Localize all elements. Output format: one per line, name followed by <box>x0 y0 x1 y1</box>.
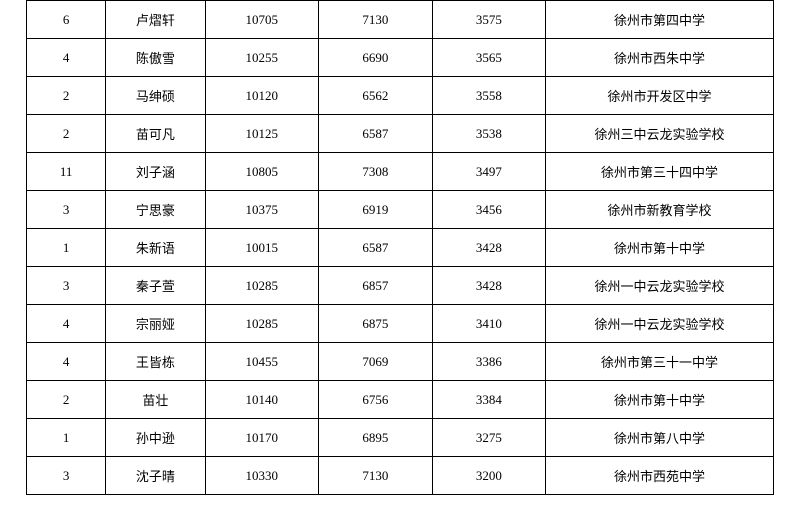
table-cell: 秦子萱 <box>106 267 205 305</box>
table-cell: 10120 <box>205 77 319 115</box>
table-row: 4陈傲雪1025566903565徐州市西朱中学 <box>27 39 774 77</box>
table-cell: 3538 <box>432 115 546 153</box>
table-cell: 徐州一中云龙实验学校 <box>546 305 774 343</box>
table-cell: 7130 <box>319 457 433 495</box>
table-cell: 徐州市开发区中学 <box>546 77 774 115</box>
table-cell: 宁思豪 <box>106 191 205 229</box>
table-cell: 6587 <box>319 115 433 153</box>
table-cell: 马绅硕 <box>106 77 205 115</box>
table-cell: 6756 <box>319 381 433 419</box>
table-cell: 刘子涵 <box>106 153 205 191</box>
table-row: 6卢熠轩1070571303575徐州市第四中学 <box>27 1 774 39</box>
table-cell: 徐州市第十中学 <box>546 381 774 419</box>
table-cell: 10705 <box>205 1 319 39</box>
table-cell: 徐州一中云龙实验学校 <box>546 267 774 305</box>
table-cell: 3558 <box>432 77 546 115</box>
table-row: 3沈子晴1033071303200徐州市西苑中学 <box>27 457 774 495</box>
table-cell: 徐州市新教育学校 <box>546 191 774 229</box>
table-row: 1朱新语1001565873428徐州市第十中学 <box>27 229 774 267</box>
table-cell: 1 <box>27 419 106 457</box>
table-cell: 10285 <box>205 305 319 343</box>
table-cell: 6919 <box>319 191 433 229</box>
table-cell: 10330 <box>205 457 319 495</box>
table-cell: 卢熠轩 <box>106 1 205 39</box>
table-cell: 10170 <box>205 419 319 457</box>
table-cell: 10015 <box>205 229 319 267</box>
table-cell: 3497 <box>432 153 546 191</box>
table-cell: 徐州市第三十四中学 <box>546 153 774 191</box>
table-row: 2苗壮1014067563384徐州市第十中学 <box>27 381 774 419</box>
table-cell: 6895 <box>319 419 433 457</box>
table-cell: 2 <box>27 381 106 419</box>
table-row: 4宗丽娅1028568753410徐州一中云龙实验学校 <box>27 305 774 343</box>
table-cell: 6 <box>27 1 106 39</box>
table-cell: 6857 <box>319 267 433 305</box>
table-cell: 徐州三中云龙实验学校 <box>546 115 774 153</box>
data-table: 6卢熠轩1070571303575徐州市第四中学4陈傲雪102556690356… <box>26 0 774 495</box>
table-cell: 宗丽娅 <box>106 305 205 343</box>
table-cell: 10255 <box>205 39 319 77</box>
table-cell: 6690 <box>319 39 433 77</box>
table-row: 2苗可凡1012565873538徐州三中云龙实验学校 <box>27 115 774 153</box>
table-cell: 6875 <box>319 305 433 343</box>
table-cell: 2 <box>27 115 106 153</box>
table-cell: 3384 <box>432 381 546 419</box>
table-cell: 10375 <box>205 191 319 229</box>
table-cell: 1 <box>27 229 106 267</box>
page-container: 6卢熠轩1070571303575徐州市第四中学4陈傲雪102556690356… <box>0 0 800 495</box>
table-cell: 3428 <box>432 267 546 305</box>
table-cell: 2 <box>27 77 106 115</box>
table-cell: 7069 <box>319 343 433 381</box>
table-cell: 3 <box>27 267 106 305</box>
table-row: 3秦子萱1028568573428徐州一中云龙实验学校 <box>27 267 774 305</box>
table-cell: 4 <box>27 305 106 343</box>
table-cell: 沈子晴 <box>106 457 205 495</box>
table-cell: 10285 <box>205 267 319 305</box>
table-cell: 3565 <box>432 39 546 77</box>
table-cell: 3 <box>27 457 106 495</box>
table-cell: 3 <box>27 191 106 229</box>
table-cell: 6587 <box>319 229 433 267</box>
table-cell: 3386 <box>432 343 546 381</box>
table-cell: 7130 <box>319 1 433 39</box>
table-row: 1孙中逊1017068953275徐州市第八中学 <box>27 419 774 457</box>
table-cell: 10125 <box>205 115 319 153</box>
table-cell: 徐州市西朱中学 <box>546 39 774 77</box>
table-cell: 苗可凡 <box>106 115 205 153</box>
table-row: 4王皆栋1045570693386徐州市第三十一中学 <box>27 343 774 381</box>
table-cell: 苗壮 <box>106 381 205 419</box>
table-cell: 孙中逊 <box>106 419 205 457</box>
table-cell: 徐州市第八中学 <box>546 419 774 457</box>
table-cell: 徐州市第十中学 <box>546 229 774 267</box>
table-cell: 10805 <box>205 153 319 191</box>
table-cell: 3200 <box>432 457 546 495</box>
table-cell: 王皆栋 <box>106 343 205 381</box>
table-cell: 3275 <box>432 419 546 457</box>
table-cell: 徐州市西苑中学 <box>546 457 774 495</box>
table-cell: 3428 <box>432 229 546 267</box>
table-cell: 陈傲雪 <box>106 39 205 77</box>
table-cell: 朱新语 <box>106 229 205 267</box>
table-cell: 10455 <box>205 343 319 381</box>
table-cell: 3410 <box>432 305 546 343</box>
table-cell: 徐州市第三十一中学 <box>546 343 774 381</box>
table-cell: 6562 <box>319 77 433 115</box>
table-cell: 3575 <box>432 1 546 39</box>
table-cell: 4 <box>27 39 106 77</box>
table-row: 2马绅硕1012065623558徐州市开发区中学 <box>27 77 774 115</box>
table-cell: 7308 <box>319 153 433 191</box>
table-cell: 徐州市第四中学 <box>546 1 774 39</box>
table-row: 3宁思豪1037569193456徐州市新教育学校 <box>27 191 774 229</box>
table-cell: 11 <box>27 153 106 191</box>
table-row: 11刘子涵1080573083497徐州市第三十四中学 <box>27 153 774 191</box>
table-cell: 4 <box>27 343 106 381</box>
table-cell: 10140 <box>205 381 319 419</box>
table-cell: 3456 <box>432 191 546 229</box>
